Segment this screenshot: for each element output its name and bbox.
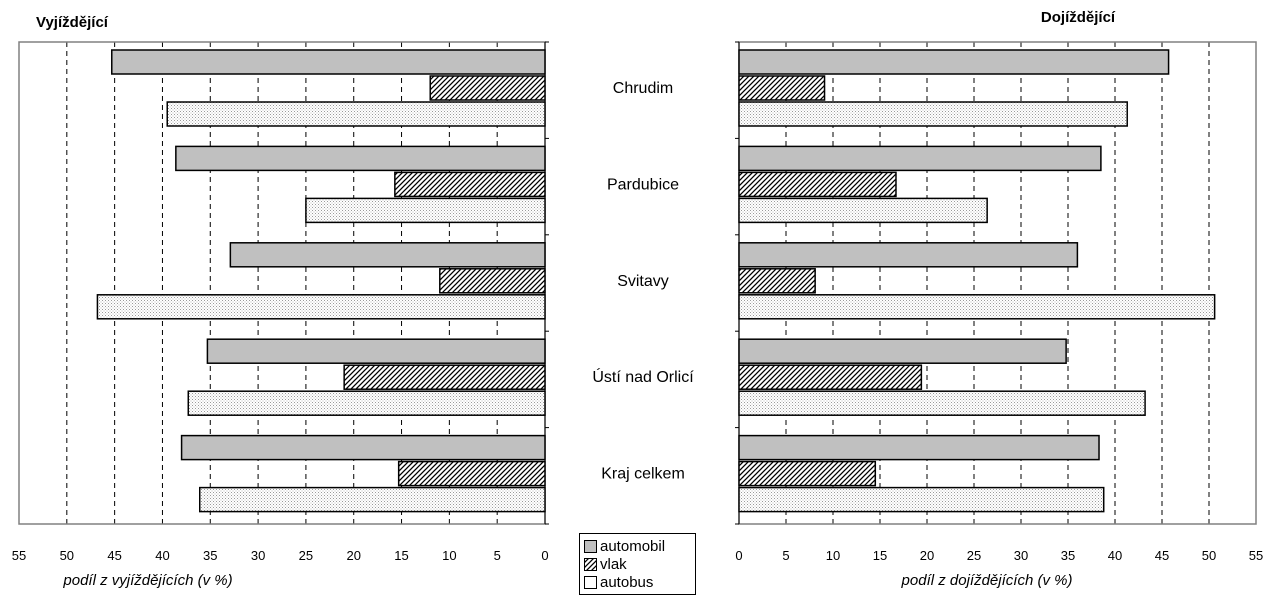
- chart1-tick-label-20: 20: [346, 548, 360, 563]
- chart2-tick-label-10: 10: [826, 548, 840, 563]
- chart1-bar-autobus-pardubice: [305, 197, 546, 224]
- chart2-tick-label-40: 40: [1108, 548, 1122, 563]
- legend-item-autobus: autobus: [584, 573, 695, 591]
- chart2-title: Dojíždějící: [1041, 9, 1116, 26]
- chart2-bar-autobus-svitavy: [738, 294, 1216, 320]
- category-label-svitavy: Svitavy: [617, 273, 669, 290]
- legend-item-automobil: automobil: [584, 537, 695, 555]
- legend: automobil vlak autobus: [579, 533, 696, 595]
- chart2-tick-label-15: 15: [873, 548, 887, 563]
- legend-label-vlak: vlak: [600, 555, 627, 573]
- chart2-bar-autobus-usti-nad-orlici: [738, 390, 1146, 416]
- chart1-tick-label-35: 35: [203, 548, 217, 563]
- chart2-bar-automobil-kraj-celkem: [738, 434, 1100, 461]
- legend-label-automobil: automobil: [600, 537, 666, 555]
- legend-swatch-vlak: [584, 557, 597, 571]
- chart1-tick-label-0: 0: [541, 548, 548, 563]
- category-label-pardubice: Pardubice: [607, 176, 679, 193]
- category-label-kraj-celkem: Kraj celkem: [601, 466, 685, 483]
- chart2-x-axis-label: podíl z dojíždějících (v %): [901, 572, 1073, 589]
- chart2-tick-label-25: 25: [967, 548, 981, 563]
- chart1-bar-automobil-pardubice: [175, 145, 546, 172]
- chart2-tick-label-20: 20: [920, 548, 934, 563]
- chart2-bar-automobil-chrudim: [738, 49, 1170, 75]
- legend-item-vlak: vlak: [584, 555, 695, 573]
- chart1-bar-automobil-svitavy: [229, 242, 546, 268]
- chart1-tick-label-5: 5: [494, 548, 501, 563]
- chart1-bar-vlak-kraj-celkem: [397, 460, 546, 487]
- chart2-bar-automobil-usti-nad-orlici: [738, 338, 1067, 364]
- chart2-tick-label-0: 0: [735, 548, 742, 563]
- chart1-tick-label-45: 45: [107, 548, 121, 563]
- chart1-bar-vlak-svitavy: [439, 268, 546, 294]
- chart1-bar-autobus-svitavy: [96, 294, 546, 320]
- chart2-bar-automobil-pardubice: [738, 145, 1102, 172]
- chart1-tick-label-55: 55: [12, 548, 26, 563]
- chart2-bar-autobus-pardubice: [738, 197, 988, 224]
- chart2-tick-label-55: 55: [1249, 548, 1263, 563]
- chart2-tick-label-30: 30: [1014, 548, 1028, 563]
- legend-label-autobus: autobus: [600, 573, 654, 591]
- legend-swatch-autobus: [584, 575, 597, 589]
- chart1-bar-autobus-chrudim: [166, 101, 546, 127]
- chart2-bar-vlak-svitavy: [738, 268, 816, 294]
- chart2-tick-label-45: 45: [1155, 548, 1169, 563]
- chart1-tick-label-50: 50: [60, 548, 74, 563]
- category-label-usti-nad-orlici: Ústí nad Orlicí: [592, 367, 694, 386]
- chart1-tick-label-15: 15: [394, 548, 408, 563]
- chart1-tick-label-25: 25: [299, 548, 313, 563]
- chart2-bar-automobil-svitavy: [738, 242, 1079, 268]
- chart2-tick-label-50: 50: [1202, 548, 1216, 563]
- chart2-bar-vlak-pardubice: [738, 171, 897, 198]
- chart1-bar-vlak-chrudim: [429, 75, 546, 101]
- chart1-x-axis-label: podíl z vyjíždějících (v %): [62, 572, 232, 589]
- chart1-bar-vlak-usti-nad-orlici: [343, 364, 546, 390]
- chart2-tick-label-35: 35: [1061, 548, 1075, 563]
- chart1-bar-autobus-usti-nad-orlici: [187, 390, 546, 416]
- chart1-bar-autobus-kraj-celkem: [199, 486, 546, 513]
- chart1-bar-automobil-kraj-celkem: [180, 434, 546, 461]
- chart2-bar-vlak-usti-nad-orlici: [738, 364, 923, 390]
- chart1-tick-label-10: 10: [442, 548, 456, 563]
- chart1-bar-automobil-usti-nad-orlici: [206, 338, 546, 364]
- category-label-chrudim: Chrudim: [613, 80, 673, 97]
- chart2-bar-vlak-kraj-celkem: [738, 460, 877, 487]
- chart1-tick-label-40: 40: [155, 548, 169, 563]
- chart1-tick-label-30: 30: [251, 548, 265, 563]
- chart1-bar-vlak-pardubice: [394, 171, 546, 198]
- chart2-bar-vlak-chrudim: [738, 75, 826, 101]
- chart2-bar-autobus-kraj-celkem: [738, 486, 1105, 513]
- chart2-bar-autobus-chrudim: [738, 101, 1128, 127]
- chart1-bar-automobil-chrudim: [111, 49, 546, 75]
- chart1-title: Vyjíždějící: [36, 14, 109, 31]
- legend-swatch-automobil: [584, 539, 597, 553]
- chart2-tick-label-5: 5: [782, 548, 789, 563]
